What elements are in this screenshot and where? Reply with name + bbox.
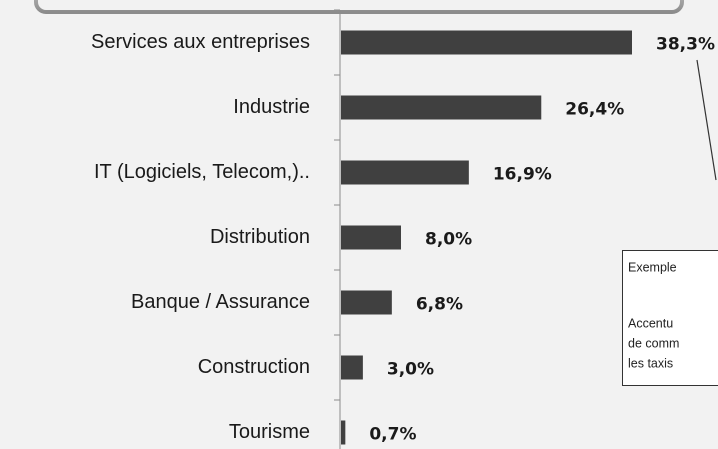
value-label: 3,0% xyxy=(387,360,434,380)
category-label: Tourisme xyxy=(229,421,310,443)
bar xyxy=(341,160,469,185)
header-box xyxy=(34,0,684,14)
value-label: 26,4% xyxy=(565,100,624,120)
category-label: Distribution xyxy=(210,226,310,248)
bar xyxy=(341,225,401,250)
category-label: Services aux entreprises xyxy=(91,31,310,53)
value-label: 16,9% xyxy=(493,165,552,185)
value-label: 8,0% xyxy=(425,230,472,250)
callout-text: Exemple xyxy=(628,260,677,274)
category-label: Industrie xyxy=(233,96,310,118)
callout-text: les taxis xyxy=(628,356,673,370)
category-label: Construction xyxy=(198,356,310,378)
value-label: 0,7% xyxy=(369,425,416,445)
bar xyxy=(341,355,363,380)
callout-text: de comm xyxy=(628,336,679,350)
category-label: Banque / Assurance xyxy=(131,291,310,313)
callout-text: Accentu xyxy=(628,316,673,330)
value-label: 6,8% xyxy=(416,295,463,315)
value-label: 38,3% xyxy=(656,35,715,55)
bar xyxy=(341,95,542,120)
bar xyxy=(341,30,632,55)
callout-line xyxy=(696,59,717,181)
bar xyxy=(341,420,346,445)
callout-box xyxy=(622,250,718,386)
category-label: IT (Logiciels, Telecom,).. xyxy=(94,161,310,183)
bar xyxy=(341,290,392,315)
